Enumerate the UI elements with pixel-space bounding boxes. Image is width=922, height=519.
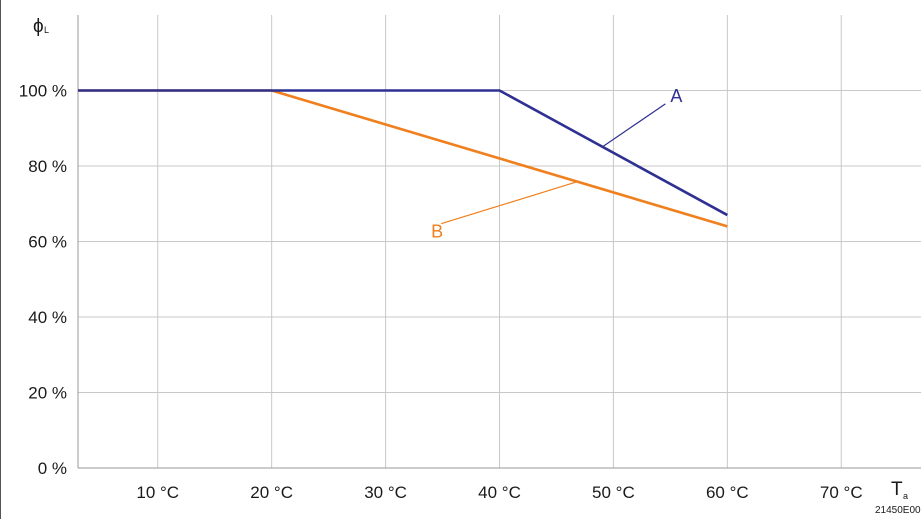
x-tick-label: 70 °C bbox=[820, 483, 863, 502]
y-tick-label: 40 % bbox=[28, 308, 67, 327]
x-tick-label: 10 °C bbox=[136, 483, 179, 502]
x-axis-label: T bbox=[891, 479, 903, 500]
series-leader-b bbox=[440, 180, 580, 225]
x-tick-labels: 10 °C 20 °C 30 °C 40 °C 50 °C 60 °C 70 °C bbox=[136, 483, 862, 502]
y-tick-label: 100 % bbox=[19, 82, 67, 101]
horizontal-gridlines bbox=[78, 90, 921, 393]
x-tick-label: 40 °C bbox=[478, 483, 521, 502]
series-line-a bbox=[78, 89, 728, 217]
x-tick-label: 20 °C bbox=[250, 483, 293, 502]
y-tick-label: 60 % bbox=[28, 233, 67, 252]
y-tick-label: 20 % bbox=[28, 384, 67, 403]
series-leader-a bbox=[601, 103, 666, 148]
figure-code: 21450E00 bbox=[875, 505, 921, 516]
series-label-b: B bbox=[431, 222, 443, 242]
x-tick-label: 50 °C bbox=[592, 483, 635, 502]
y-axis-label: ϕ bbox=[33, 16, 44, 37]
x-axis-label-subscript: a bbox=[903, 491, 908, 501]
y-axis-label-subscript: L bbox=[44, 25, 49, 35]
y-tick-labels: 0 % 20 % 40 % 60 % 80 % 100 % bbox=[19, 82, 67, 479]
series-label-a: A bbox=[670, 86, 682, 106]
y-tick-label: 80 % bbox=[28, 157, 67, 176]
series-layer: AB bbox=[78, 86, 728, 242]
y-tick-label: 0 % bbox=[38, 459, 67, 478]
x-tick-label: 60 °C bbox=[706, 483, 749, 502]
x-tick-label: 30 °C bbox=[364, 483, 407, 502]
